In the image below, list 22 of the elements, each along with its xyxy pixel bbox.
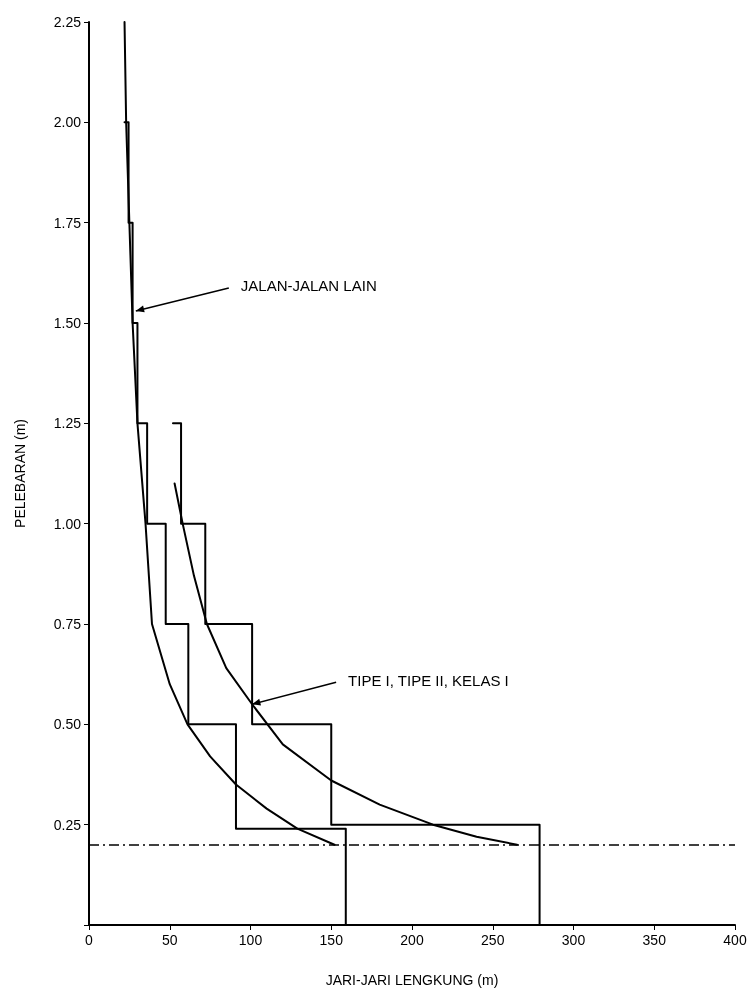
y-tick-label: 1.50 bbox=[53, 315, 82, 331]
x-tick-label: 0 bbox=[85, 932, 94, 948]
x-axis-title: JARI-JARI LENGKUNG (m) bbox=[325, 972, 499, 988]
x-tick-label: 100 bbox=[238, 932, 263, 948]
y-tick-label: 1.00 bbox=[53, 515, 82, 532]
y-tick-label: 1.25 bbox=[53, 415, 82, 432]
y-tick-label: 0.75 bbox=[53, 616, 82, 632]
y-tick-label: 1.75 bbox=[53, 214, 82, 231]
y-axis-title: PELEBARAN (m) bbox=[12, 419, 28, 528]
annotation: JALAN-JALAN LAIN bbox=[240, 277, 377, 295]
x-tick-label: 250 bbox=[481, 932, 505, 948]
x-tick-label: 50 bbox=[161, 932, 178, 948]
x-tick-label: 200 bbox=[400, 932, 424, 948]
y-tick-label: 0.50 bbox=[53, 716, 82, 733]
x-tick-label: 150 bbox=[319, 932, 344, 948]
y-tick-label: 2.25 bbox=[53, 14, 82, 30]
x-tick-label: 400 bbox=[723, 932, 747, 948]
x-tick-label: 350 bbox=[642, 932, 667, 948]
y-tick-label: 0.25 bbox=[53, 816, 82, 833]
annotation: TIPE I, TIPE II, KELAS I bbox=[348, 671, 509, 689]
x-tick-label: 300 bbox=[561, 932, 586, 948]
y-tick-label: 2.00 bbox=[53, 114, 82, 131]
